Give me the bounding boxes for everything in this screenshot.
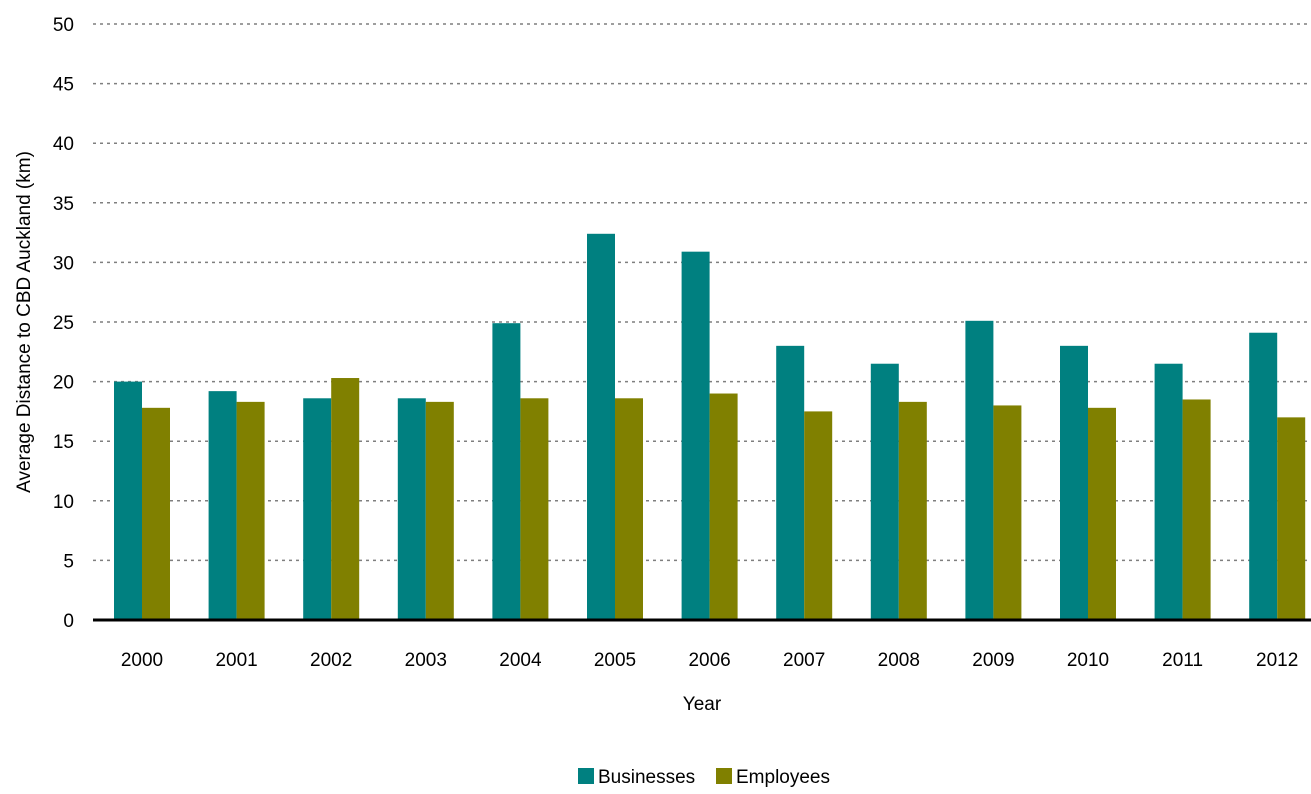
x-axis-ticks: 2000 2001 2002 2003 2004 2005 2006 2007 2008 2009…: [121, 650, 1298, 671]
bar-businesses-2008: [870, 363, 899, 620]
bar-employees-2003: [425, 401, 454, 620]
x-tick-label: 2004: [499, 650, 542, 671]
bar-businesses-2007: [776, 345, 805, 620]
bar-employees-2001: [236, 401, 265, 620]
bar-employees-2006: [709, 393, 738, 620]
x-tick-label: 2003: [405, 650, 447, 671]
bar-employees-2010: [1088, 407, 1116, 620]
x-tick-label: 2001: [215, 650, 257, 671]
bar-businesses-2004: [492, 323, 521, 620]
legend-swatch-businesses: [578, 768, 594, 784]
bar-businesses-2003: [397, 398, 426, 620]
x-tick-label: 2005: [594, 650, 636, 671]
y-tick-label: 25: [53, 313, 74, 334]
y-tick-label: 5: [63, 551, 74, 572]
bar-businesses-2001: [208, 391, 237, 620]
bar-employees-2012: [1277, 417, 1306, 620]
bar-employees-2005: [615, 398, 643, 620]
x-tick-label: 2007: [783, 650, 825, 671]
y-tick-label: 35: [53, 194, 74, 215]
legend-swatch-employees: [716, 768, 732, 784]
bar-employees-2000: [142, 407, 170, 620]
y-tick-label: 10: [53, 492, 74, 513]
bar-employees-2004: [520, 398, 549, 620]
y-tick-label: 20: [53, 373, 74, 394]
y-tick-label: 15: [53, 432, 74, 453]
bar-businesses-2010: [1060, 345, 1088, 620]
x-tick-label: 2012: [1256, 650, 1298, 671]
legend-label-employees: Employees: [736, 767, 830, 788]
bar-businesses-2012: [1249, 332, 1278, 620]
bar-businesses-2006: [681, 251, 710, 620]
bar-employees-2008: [898, 401, 927, 620]
bar-businesses-2009: [965, 320, 994, 620]
x-tick-label: 2000: [121, 650, 163, 671]
x-tick-label: 2010: [1067, 650, 1109, 671]
y-tick-label: 40: [53, 134, 74, 155]
bar-employees-2002: [331, 378, 360, 620]
bar-employees-2011: [1182, 399, 1211, 620]
y-tick-label: 0: [63, 611, 74, 632]
x-axis-title: Year: [683, 694, 722, 715]
y-axis-ticks: 0 5 10 15 20 25 30 35 40 45 50: [53, 15, 74, 632]
bar-businesses-2005: [587, 233, 615, 621]
x-tick-label: 2011: [1162, 650, 1203, 671]
bars: [114, 233, 1306, 621]
x-tick-label: 2008: [878, 650, 920, 671]
bar-businesses-2000: [114, 381, 142, 620]
bar-employees-2009: [993, 405, 1022, 620]
y-axis-title: Average Distance to CBD Auckland (km): [14, 151, 35, 493]
y-tick-label: 50: [53, 15, 74, 36]
bar-businesses-2002: [303, 398, 332, 620]
y-tick-label: 45: [53, 75, 74, 96]
bar-employees-2007: [804, 411, 833, 620]
x-tick-label: 2002: [310, 650, 352, 671]
bar-businesses-2011: [1154, 363, 1183, 620]
x-tick-label: 2006: [688, 650, 730, 671]
x-tick-label: 2009: [972, 650, 1014, 671]
legend-label-businesses: Businesses: [598, 767, 695, 788]
y-tick-label: 30: [53, 253, 74, 274]
legend: Businesses Employees: [578, 767, 830, 788]
